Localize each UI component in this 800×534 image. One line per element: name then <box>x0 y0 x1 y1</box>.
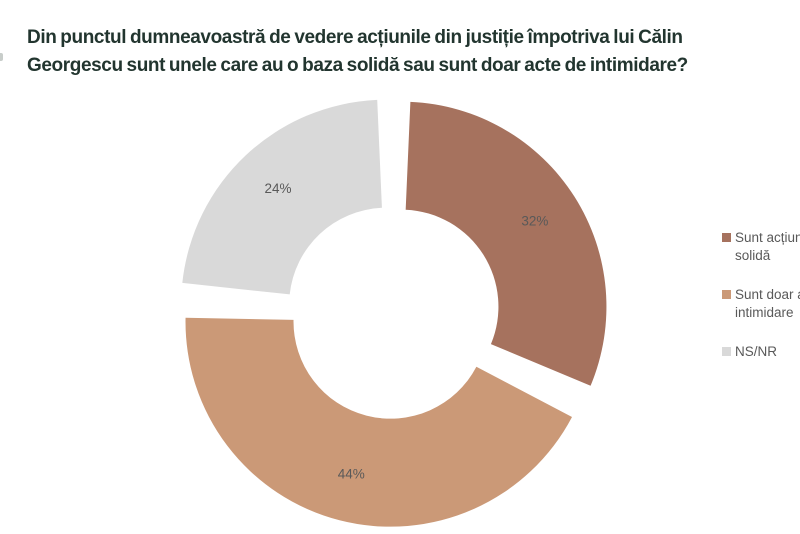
legend-label-line: Sunt doar ac <box>735 287 800 302</box>
legend-label-line: NS/NR <box>735 344 778 359</box>
pie-slice-2[interactable] <box>182 99 382 295</box>
pie-slice-label-1: 44% <box>338 466 365 481</box>
chart-title-line-2: Georgescu sunt unele care au o baza soli… <box>27 55 688 76</box>
legend-item-solid-basis[interactable]: Sunt acțiuni solidă <box>722 229 800 264</box>
legend-swatch-intimidation-icon <box>722 290 731 299</box>
pie-slice-label-2: 24% <box>264 181 291 196</box>
legend-item-ns-nr[interactable]: NS/NR <box>722 343 800 361</box>
legend-label: NS/NR <box>735 343 777 361</box>
legend-swatch-ns-nr-icon <box>722 347 731 356</box>
chart-title: Din punctul dumneavoastră de vedere acți… <box>27 24 800 80</box>
clipped-edge-artifact <box>0 53 3 61</box>
legend-swatch-solid-basis-icon <box>722 233 731 242</box>
legend-label: Sunt doar ac intimidare <box>735 286 800 321</box>
legend-label-line: intimidare <box>735 304 794 320</box>
chart-title-line-1: Din punctul dumneavoastră de vedere acți… <box>27 27 683 48</box>
pie-slice-0[interactable] <box>405 101 607 386</box>
pie-slice-label-0: 32% <box>521 214 548 229</box>
legend-label-line: solidă <box>735 247 771 263</box>
chart-legend: Sunt acțiuni solidă Sunt doar ac intimid… <box>722 229 800 383</box>
legend-label: Sunt acțiuni solidă <box>735 229 800 264</box>
legend-item-intimidation[interactable]: Sunt doar ac intimidare <box>722 286 800 321</box>
legend-label-line: Sunt acțiuni <box>735 230 800 245</box>
pie-slice-1[interactable] <box>185 317 573 527</box>
